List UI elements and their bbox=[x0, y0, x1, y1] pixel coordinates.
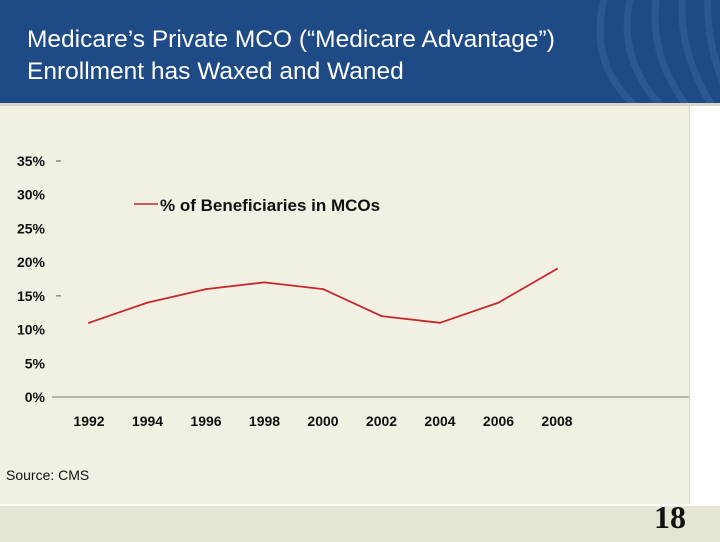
y-axis: 0% 5% 10% 15% 20% 25% 30% 35% bbox=[17, 153, 61, 405]
page-number: 18 bbox=[654, 499, 686, 535]
y-tick-label: 15% bbox=[17, 288, 46, 304]
line-chart: 0% 5% 10% 15% 20% 25% 30% 35% 1992 1994 1996 1998 2… bbox=[17, 153, 690, 429]
y-tick-label: 5% bbox=[25, 355, 46, 371]
x-tick-label: 2006 bbox=[483, 413, 514, 429]
y-tick-label: 20% bbox=[17, 254, 46, 270]
data-point bbox=[88, 321, 90, 324]
x-tick-label: 1994 bbox=[132, 413, 163, 429]
slide-footer bbox=[0, 504, 720, 542]
source-note: Source: CMS bbox=[6, 467, 90, 483]
series-layer bbox=[88, 267, 558, 324]
header-decoration bbox=[596, 0, 720, 103]
data-point bbox=[322, 288, 324, 291]
data-point bbox=[263, 281, 266, 284]
x-axis: 1992 1994 1996 1998 2000 2002 2004 2006 2008 bbox=[73, 413, 572, 429]
data-point bbox=[556, 267, 558, 270]
series-line bbox=[88, 268, 558, 324]
y-tick-label: 25% bbox=[17, 220, 46, 236]
y-tick-label: 30% bbox=[17, 187, 46, 203]
legend: % of Beneficiaries in MCOs bbox=[134, 196, 380, 215]
x-tick-label: 1998 bbox=[249, 413, 280, 429]
x-tick-label: 2008 bbox=[541, 413, 572, 429]
y-tick-label: 0% bbox=[25, 389, 46, 405]
slide-title: Medicare’s Private MCO (“Medicare Advant… bbox=[27, 26, 555, 85]
y-tick-label: 10% bbox=[17, 322, 46, 338]
y-tick-label: 35% bbox=[17, 153, 46, 169]
legend-label: % of Beneficiaries in MCOs bbox=[160, 196, 380, 215]
data-point bbox=[380, 315, 383, 318]
data-point bbox=[205, 288, 207, 291]
data-point bbox=[439, 321, 441, 324]
x-tick-label: 2000 bbox=[307, 413, 338, 429]
header-divider bbox=[0, 103, 720, 106]
x-tick-label: 1996 bbox=[190, 413, 221, 429]
x-tick-label: 1992 bbox=[73, 413, 104, 429]
x-tick-label: 2002 bbox=[366, 413, 397, 429]
slide-header: Medicare’s Private MCO (“Medicare Advant… bbox=[0, 0, 720, 103]
x-tick-label: 2004 bbox=[424, 413, 455, 429]
data-point bbox=[146, 301, 149, 304]
right-margin-strip bbox=[689, 106, 720, 504]
data-point bbox=[497, 301, 500, 304]
